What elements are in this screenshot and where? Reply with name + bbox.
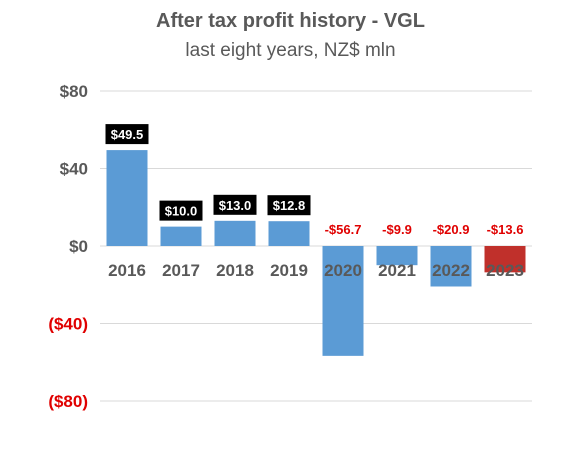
y-tick-label: $80 bbox=[60, 82, 88, 101]
bars bbox=[106, 150, 526, 356]
bar-2018 bbox=[214, 220, 256, 246]
chart-subtitle: last eight years, NZ$ mln bbox=[185, 40, 396, 61]
bar-2023 bbox=[484, 246, 526, 273]
category-label: 2021 bbox=[378, 261, 416, 280]
y-tick-label: ($80) bbox=[48, 392, 88, 411]
data-label-box bbox=[213, 194, 257, 215]
bar-2021 bbox=[376, 246, 418, 266]
data-label: -$9.9 bbox=[382, 222, 412, 237]
data-label: $49.5 bbox=[111, 127, 144, 142]
data-label: $13.0 bbox=[219, 198, 252, 213]
data-label: -$56.7 bbox=[325, 222, 362, 237]
data-label-box bbox=[159, 200, 203, 221]
category-label: 2022 bbox=[432, 261, 470, 280]
x-axis-categories: 2016 2017 2018 2019 2020 2021 2022 2023 bbox=[108, 261, 524, 280]
data-label: $12.8 bbox=[273, 198, 306, 213]
category-label: 2019 bbox=[270, 261, 308, 280]
data-label: -$20.9 bbox=[433, 222, 470, 237]
bar-2017 bbox=[160, 226, 202, 246]
bar-2016 bbox=[106, 150, 148, 246]
y-tick-label: $40 bbox=[60, 160, 88, 179]
category-label: 2017 bbox=[162, 261, 200, 280]
y-axis-ticks: $80 $40 $0 ($40) ($80) bbox=[48, 82, 88, 411]
category-label: 2018 bbox=[216, 261, 254, 280]
data-label-box bbox=[267, 195, 311, 216]
bar-2022 bbox=[430, 246, 472, 287]
data-labels: $49.5 $10.0 $13.0 $12.8 -$56.7 -$9.9 -$20.9 -$1… bbox=[105, 124, 524, 237]
category-label: 2020 bbox=[324, 261, 362, 280]
data-label: -$13.6 bbox=[487, 222, 524, 237]
data-label-box bbox=[105, 124, 149, 145]
bar-2020 bbox=[322, 246, 364, 356]
bar-2019 bbox=[268, 221, 310, 246]
y-tick-label: $0 bbox=[69, 237, 88, 256]
category-label: 2016 bbox=[108, 261, 146, 280]
chart-title: After tax profit history - VGL bbox=[156, 10, 425, 32]
y-tick-label: ($40) bbox=[48, 315, 88, 334]
category-label: 2023 bbox=[486, 261, 524, 280]
data-label: $10.0 bbox=[165, 204, 198, 219]
